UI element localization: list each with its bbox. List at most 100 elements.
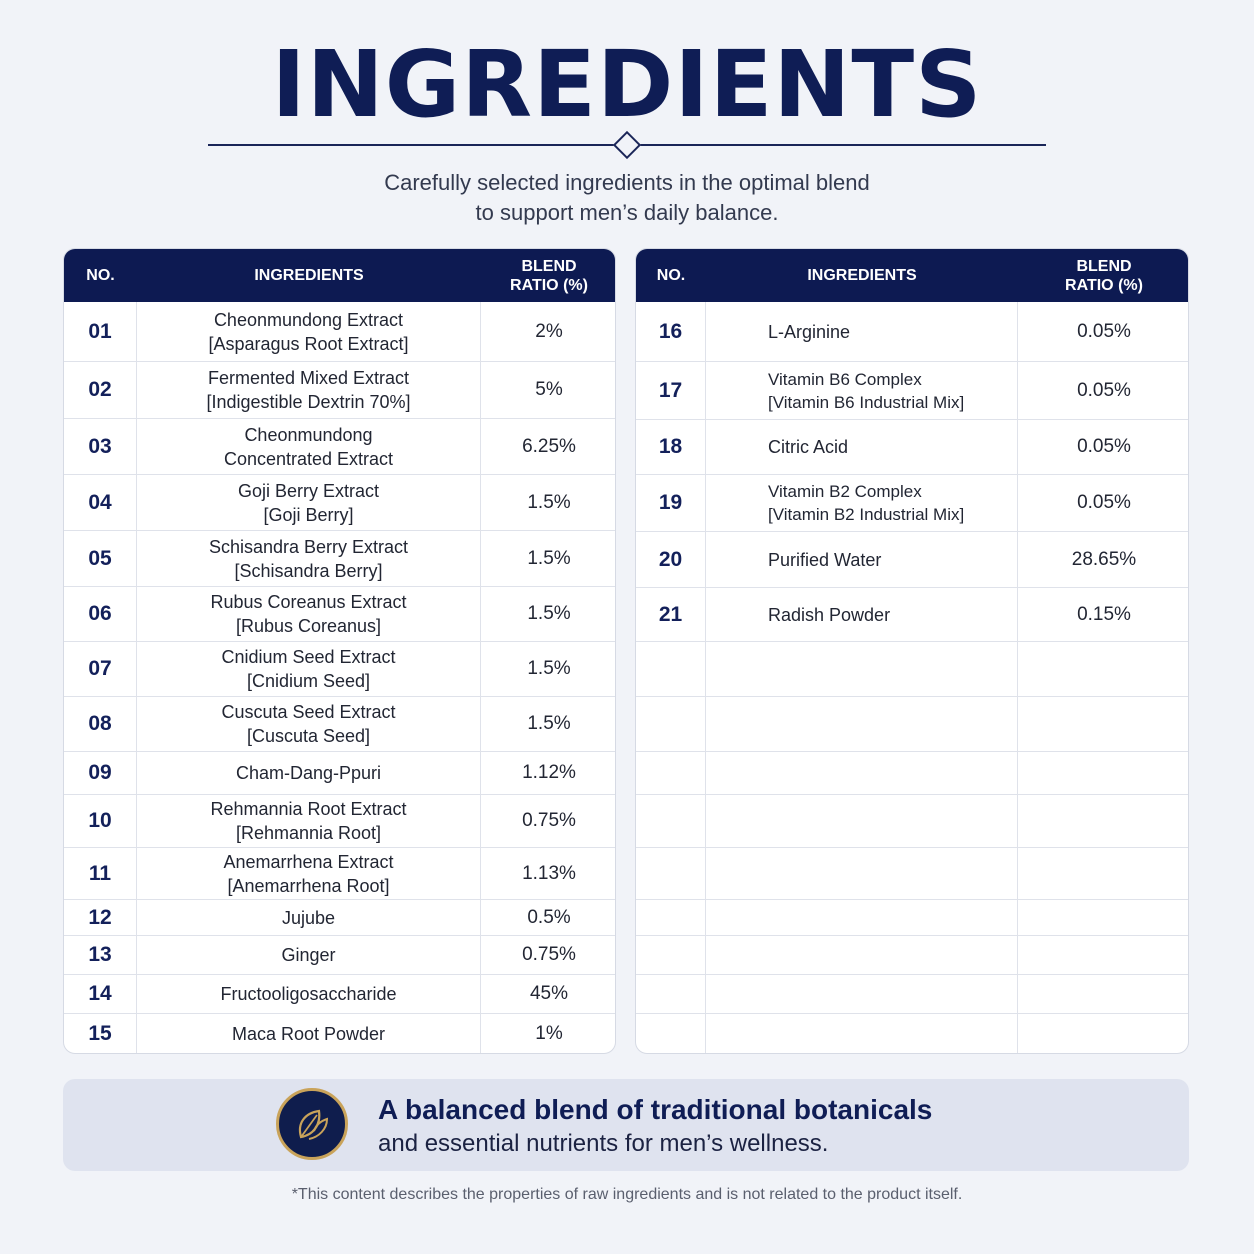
blend-ratio: 0.05%: [1077, 320, 1131, 342]
blend-ratio: 0.5%: [527, 906, 571, 928]
row-number: 06: [64, 587, 137, 641]
table-row: 02 Fermented Mixed Extract [Indigestible D…: [64, 362, 615, 419]
column-header-ratio: BLEND RATIO (%): [1018, 249, 1188, 302]
ingredients-table-right: NO. INGREDIENTS BLEND RATIO (%) 16 L-Argi…: [635, 248, 1189, 1054]
ingredient-name: Fructooligosaccharide: [137, 975, 481, 1013]
ingredient-name-line-2: [Cnidium Seed]: [246, 671, 371, 691]
ingredient-name: Rubus Coreanus Extract [Rubus Coreanus]: [137, 587, 481, 641]
table-row: 19 Vitamin B2 Complex [Vitamin B2 Industri…: [636, 475, 1188, 532]
ingredient-name: Goji Berry Extract [Goji Berry]: [137, 475, 481, 530]
blend-ratio: 1.5%: [527, 547, 571, 569]
table-row: 05 Schisandra Berry Extract [Schisandra Be…: [64, 531, 615, 587]
blend-ratio: 0.75%: [522, 944, 576, 965]
ingredient-name: Vitamin B6 Complex [Vitamin B6 Industrial…: [706, 362, 1018, 419]
ingredient-name-line-2: [Indigestible Dextrin 70%]: [206, 392, 411, 412]
blend-ratio: [1018, 642, 1188, 696]
column-header-no: NO.: [86, 267, 115, 284]
ratio-header-line-1: BLEND: [1076, 257, 1132, 275]
table-row: 06 Rubus Coreanus Extract [Rubus Coreanus]…: [64, 587, 615, 642]
row-number: 04: [64, 475, 137, 530]
blend-ratio: [1018, 1014, 1188, 1053]
ingredient-name-line-2: [Vitamin B6 Industrial Mix]: [768, 392, 965, 412]
table-row: 11 Anemarrhena Extract [Anemarrhena Root] 1…: [64, 848, 615, 900]
ingredient-name: [706, 900, 1018, 935]
ingredient-name-line-2: [Rehmannia Root]: [235, 823, 382, 843]
table-row: 16 L-Arginine 0.05%: [636, 302, 1188, 362]
table-row: 07 Cnidium Seed Extract [Cnidium Seed] 1.5%: [64, 642, 615, 697]
summary-banner: [63, 1079, 1189, 1171]
ingredient-name: Rehmannia Root Extract [Rehmannia Root]: [137, 795, 481, 847]
ingredient-name: Cheonmundong Concentrated Extract: [137, 419, 481, 474]
ingredients-table-left: NO. INGREDIENTS BLEND RATIO (%) 01 Cheonm…: [63, 248, 616, 1054]
blend-ratio: [1018, 752, 1188, 794]
ingredient-name-line-2: [Anemarrhena Root]: [227, 875, 390, 896]
ingredient-name: Anemarrhena Extract [Anemarrhena Root]: [137, 848, 481, 899]
ingredient-name: Cuscuta Seed Extract [Cuscuta Seed]: [137, 697, 481, 751]
row-number: [636, 697, 706, 751]
column-header-ingredients: INGREDIENTS: [254, 267, 364, 284]
table-row: 18 Citric Acid 0.05%: [636, 420, 1188, 475]
blend-ratio: 6.25%: [522, 435, 576, 457]
empty-table-row: [636, 697, 1188, 752]
ingredient-name: [706, 752, 1018, 794]
ratio-header-line-2: RATIO (%): [510, 276, 588, 294]
ingredient-name: Purified Water: [706, 532, 1018, 587]
row-number: [636, 795, 706, 847]
ingredient-name-line-1: Anemarrhena Extract: [223, 851, 394, 872]
row-number: [636, 642, 706, 696]
row-number: 08: [64, 697, 137, 751]
ingredient-name-line-1: Citric Acid: [768, 437, 849, 457]
blend-ratio: 45%: [529, 983, 569, 1004]
row-number: [636, 1014, 706, 1053]
banner-subtitle: and essential nutrients for men’s wellne…: [378, 1130, 829, 1157]
table-row: 09 Cham-Dang-Ppuri 1.12%: [64, 752, 615, 795]
ingredient-name-line-1: Fructooligosaccharide: [220, 984, 397, 1004]
ingredient-name-line-1: Goji Berry Extract: [237, 480, 380, 501]
row-number: 14: [64, 975, 137, 1013]
ingredient-name-line-1: Cheonmundong: [244, 424, 373, 445]
blend-ratio: [1018, 936, 1188, 974]
blend-ratio: 5%: [535, 379, 563, 400]
footnote: *This content describes the properties o…: [291, 1186, 963, 1203]
row-number: 13: [64, 936, 137, 974]
blend-ratio: 0.05%: [1077, 492, 1131, 513]
blend-ratio: 28.65%: [1071, 548, 1137, 570]
row-number: 09: [64, 752, 137, 794]
empty-table-row: [636, 642, 1188, 697]
ingredient-name: [706, 642, 1018, 696]
leaf-icon: [276, 1088, 348, 1160]
row-number: 20: [636, 532, 706, 587]
empty-table-row: [636, 1014, 1188, 1053]
table-row: 10 Rehmannia Root Extract [Rehmannia Root]…: [64, 795, 615, 848]
page-title: INGREDIENTS: [271, 31, 983, 138]
blend-ratio: 1.5%: [527, 713, 571, 734]
ingredient-name-line-1: Vitamin B6 Complex: [768, 369, 922, 389]
table-row: 01 Cheonmundong Extract [Asparagus Root Ex…: [64, 302, 615, 362]
row-number: [636, 752, 706, 794]
empty-table-row: [636, 975, 1188, 1014]
ingredient-name: [706, 936, 1018, 974]
ingredient-name-line-1: Rehmannia Root Extract: [210, 799, 407, 819]
ingredient-name-line-2: [Vitamin B2 Industrial Mix]: [768, 505, 965, 524]
ingredient-name-line-1: Cheonmundong Extract: [213, 309, 404, 330]
ingredient-name-line-1: Vitamin B2 Complex: [768, 482, 922, 501]
ingredient-name-line-1: Maca Root Powder: [231, 1024, 386, 1044]
table-header: NO. INGREDIENTS BLEND RATIO (%): [636, 249, 1188, 302]
table-row: 12 Jujube 0.5%: [64, 900, 615, 936]
row-number: 10: [64, 795, 137, 847]
ingredient-name-line-1: Cnidium Seed Extract: [221, 647, 396, 667]
row-number: 05: [64, 531, 137, 586]
ingredient-name-line-1: Purified Water: [768, 549, 882, 570]
ingredient-name: Vitamin B2 Complex [Vitamin B2 Industrial…: [706, 475, 1018, 531]
blend-ratio: 1.5%: [527, 658, 571, 679]
ingredient-name: [706, 697, 1018, 751]
ingredient-name: Maca Root Powder: [137, 1014, 481, 1053]
subtitle-line-2: to support men’s daily balance.: [475, 200, 779, 225]
row-number: 16: [636, 302, 706, 361]
ingredient-name: L-Arginine: [706, 302, 1018, 361]
row-number: 15: [64, 1014, 137, 1053]
table-row: 13 Ginger 0.75%: [64, 936, 615, 975]
blend-ratio: 0.05%: [1077, 436, 1131, 457]
table-header: NO. INGREDIENTS BLEND RATIO (%): [64, 249, 615, 302]
ingredient-name: [706, 975, 1018, 1013]
